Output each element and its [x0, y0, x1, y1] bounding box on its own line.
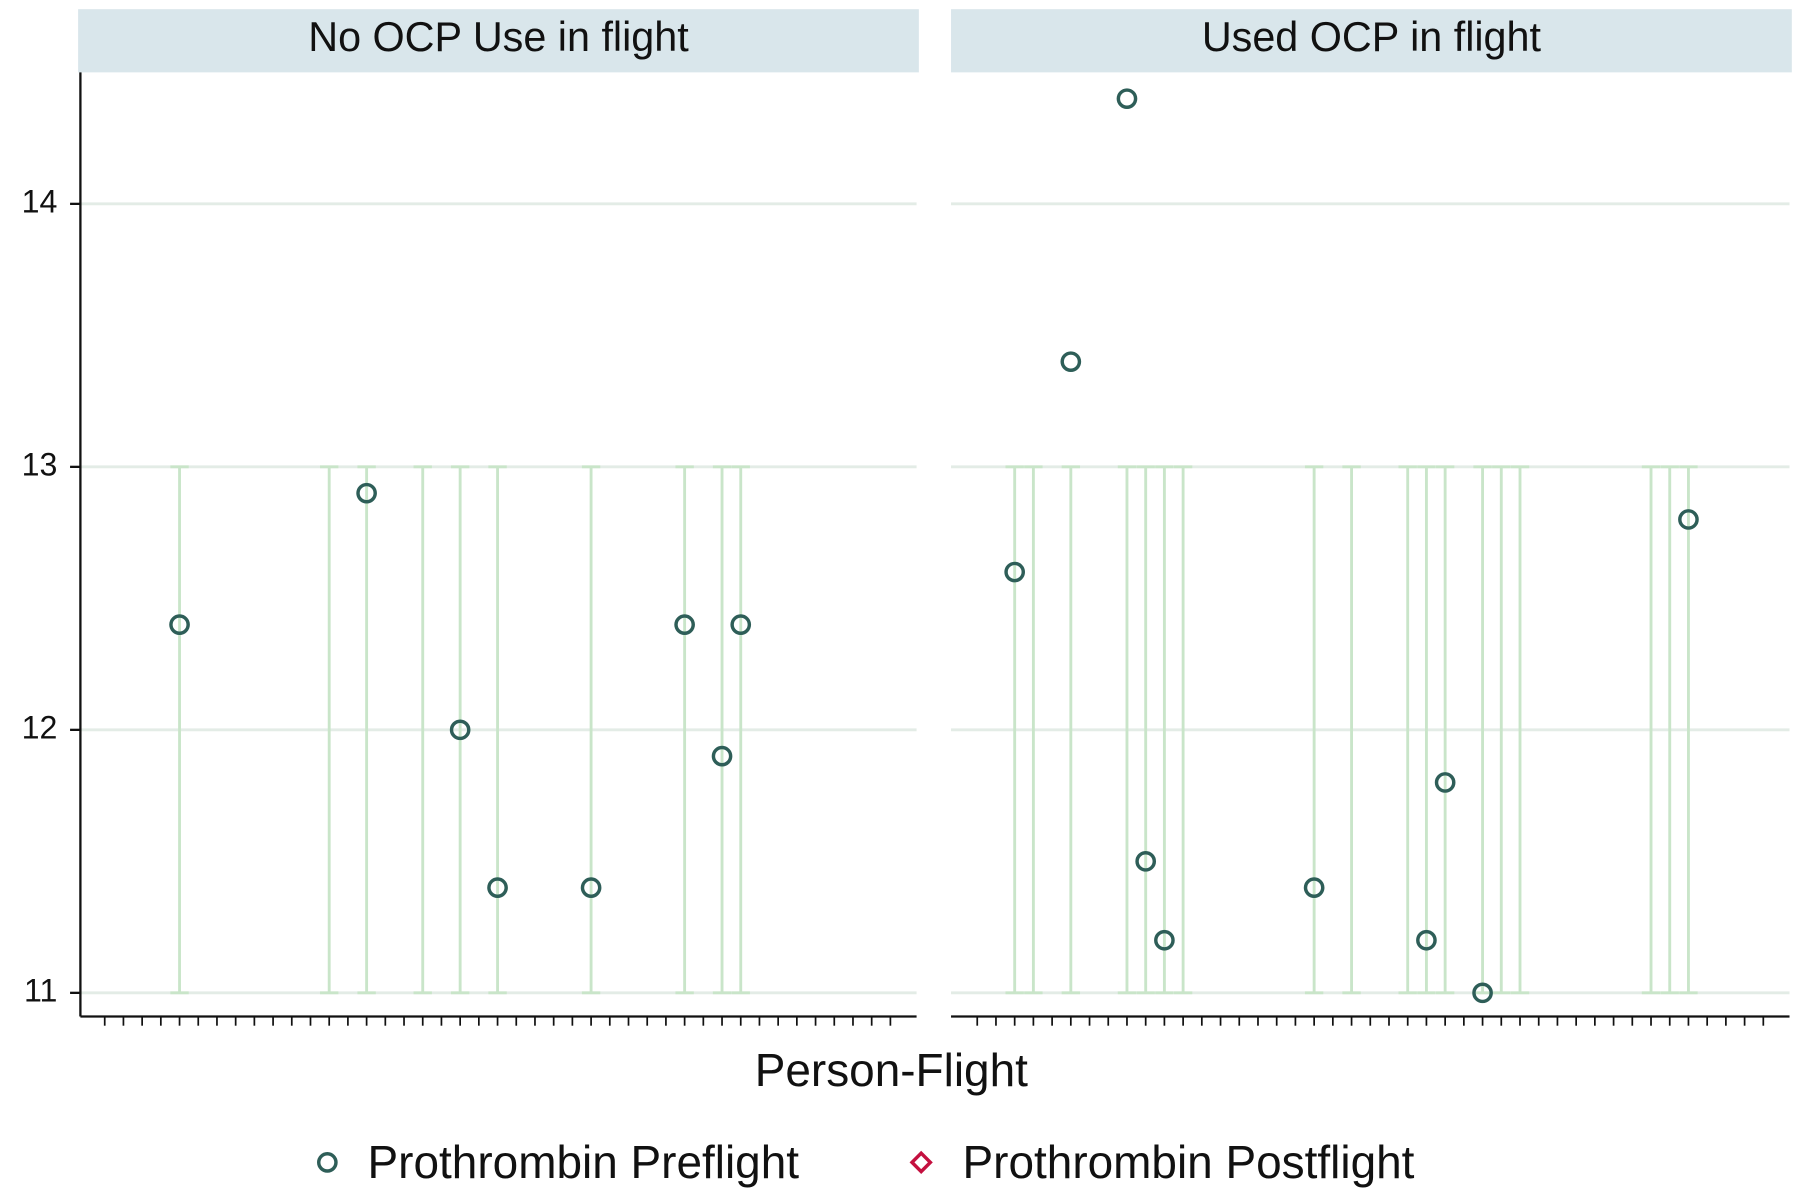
y-tick-label: 13: [22, 446, 58, 482]
point: [169, 614, 190, 635]
reference-range: [1492, 465, 1511, 995]
panel-title: No OCP Use in flight: [308, 14, 689, 60]
legend-label: Prothrombin Postflight: [963, 1136, 1415, 1188]
reference-range: [581, 465, 601, 995]
reference-range: [1679, 465, 1698, 995]
point: [1434, 772, 1456, 793]
point: [674, 614, 695, 635]
reference-range: [1304, 465, 1324, 995]
y-tick-label: 14: [22, 183, 58, 219]
point: [1116, 88, 1138, 109]
reference-range: [1435, 465, 1455, 995]
reference-range: [320, 465, 339, 995]
reference-range: [1660, 465, 1679, 995]
reference-range: [731, 465, 750, 995]
y-tick-label: 12: [22, 709, 58, 745]
reference-range: [1398, 465, 1417, 995]
x-axis-title: Person-Flight: [755, 1044, 1028, 1096]
reference-range: [170, 465, 189, 995]
legend-marker: [317, 1152, 338, 1173]
point: [580, 877, 602, 898]
reference-range: [675, 465, 694, 995]
strip-header: [951, 9, 1792, 73]
y-tick-label: 11: [24, 972, 57, 1008]
reference-range: [1136, 465, 1155, 995]
point: [356, 482, 377, 504]
reference-range: [1005, 465, 1024, 995]
point: [487, 877, 508, 898]
point: [449, 719, 471, 741]
point: [1472, 982, 1493, 1004]
reference-range: [413, 465, 432, 995]
reference-range: [450, 465, 470, 995]
reference-range: [1473, 465, 1492, 995]
point: [1416, 929, 1437, 951]
point: [730, 614, 752, 635]
reference-range: [1024, 465, 1043, 995]
point: [1303, 877, 1325, 898]
point: [711, 745, 733, 767]
point: [1154, 929, 1175, 951]
reference-range: [1173, 465, 1193, 995]
reference-range: [1061, 465, 1081, 995]
strip-header: [78, 9, 919, 73]
reference-range: [1155, 465, 1174, 995]
reference-range: [712, 465, 732, 995]
legend-label: Prothrombin Preflight: [368, 1136, 800, 1188]
reference-range: [357, 465, 376, 995]
point: [1678, 509, 1699, 530]
reference-range: [1417, 465, 1436, 995]
reference-range: [1117, 465, 1137, 995]
reference-range: [1510, 465, 1530, 995]
reference-range: [488, 465, 507, 995]
panel-title: Used OCP in flight: [1202, 14, 1542, 60]
reference-range: [1342, 465, 1361, 995]
point: [1060, 351, 1082, 372]
point: [1004, 561, 1026, 583]
reference-range: [1641, 465, 1661, 995]
point: [1135, 851, 1157, 872]
legend-marker: [909, 1150, 933, 1175]
